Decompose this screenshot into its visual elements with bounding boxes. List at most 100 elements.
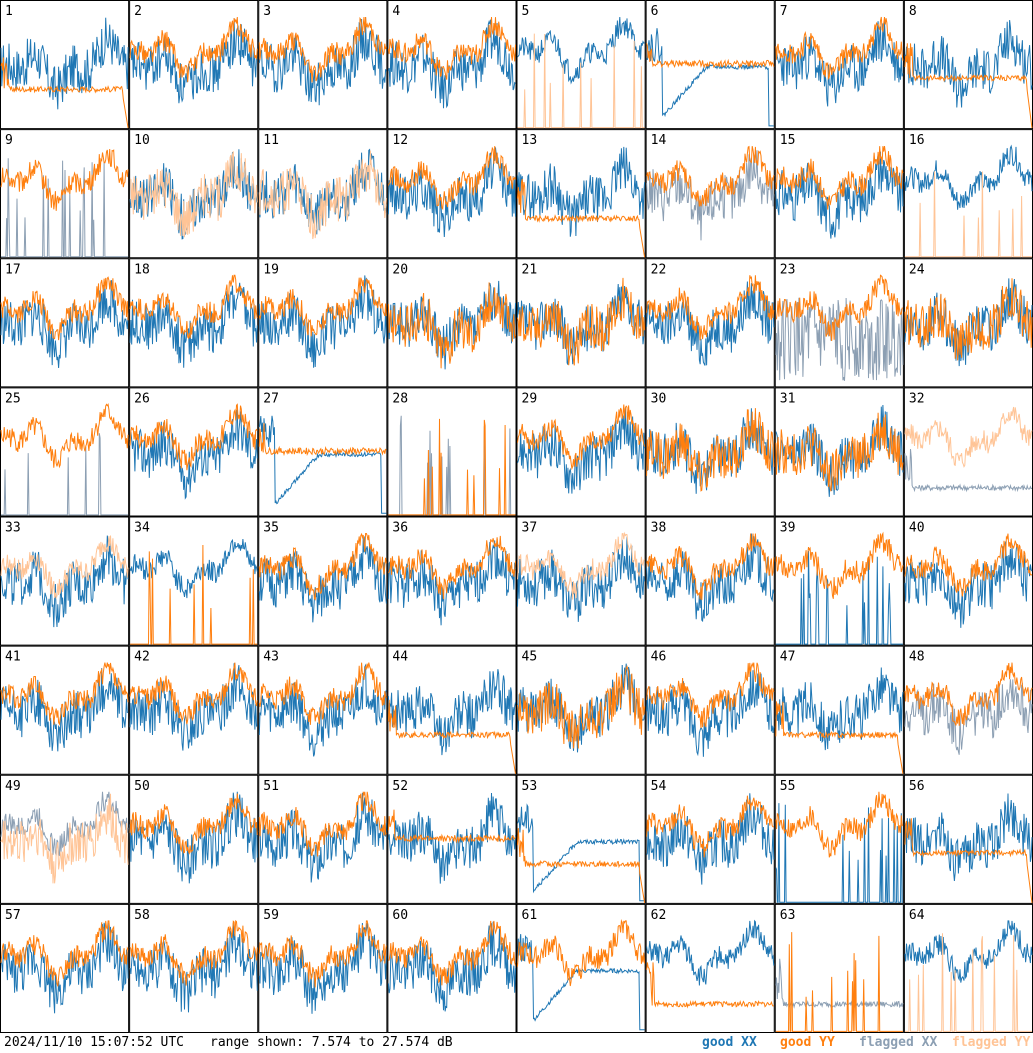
panel-5: 5 bbox=[516, 0, 646, 130]
series-yy-good bbox=[388, 535, 516, 600]
series-xx-flagged bbox=[904, 449, 1032, 493]
panel-59: 59 bbox=[258, 903, 388, 1033]
panel-label: 46 bbox=[651, 650, 667, 665]
panel-52: 52 bbox=[387, 774, 517, 904]
series-xx-good bbox=[775, 550, 903, 645]
series-yy-good bbox=[517, 277, 646, 366]
panel-label: 21 bbox=[522, 262, 538, 277]
series-yy-good bbox=[258, 423, 387, 457]
panel-label: 41 bbox=[5, 650, 21, 665]
panel-label: 11 bbox=[263, 133, 279, 148]
panel-25: 25 bbox=[0, 387, 130, 517]
panel-label: 29 bbox=[522, 391, 538, 406]
panel-label: 58 bbox=[134, 908, 150, 923]
panel-63: 63 bbox=[774, 903, 904, 1033]
series-yy-good bbox=[129, 403, 258, 471]
series-yy-good bbox=[517, 828, 646, 903]
panel-47: 47 bbox=[774, 645, 904, 775]
series-xx-good bbox=[775, 151, 904, 239]
panel-label: 26 bbox=[134, 391, 150, 406]
panel-label: 27 bbox=[263, 391, 279, 406]
series-yy-flagged bbox=[517, 33, 645, 129]
series-yy-good bbox=[0, 920, 129, 987]
panel-7: 7 bbox=[774, 0, 904, 130]
series-yy-good bbox=[775, 932, 903, 1032]
panel-17: 17 bbox=[0, 258, 130, 388]
panel-label: 51 bbox=[263, 779, 279, 794]
panel-label: 60 bbox=[392, 908, 408, 923]
legend-good-yy: good YY bbox=[780, 1035, 835, 1050]
series-yy-good bbox=[775, 701, 904, 774]
panel-51: 51 bbox=[258, 774, 388, 904]
panel-29: 29 bbox=[516, 387, 646, 517]
panel-50: 50 bbox=[129, 774, 259, 904]
series-xx-good bbox=[387, 792, 516, 884]
panel-label: 6 bbox=[651, 4, 659, 19]
series-xx-good bbox=[258, 17, 387, 106]
panel-label: 10 bbox=[134, 133, 150, 148]
series-xx-good bbox=[0, 17, 129, 110]
panel-40: 40 bbox=[903, 516, 1033, 646]
legend-flagged-yy: flagged YY bbox=[952, 1035, 1031, 1050]
series-xx-good bbox=[517, 536, 646, 622]
series-yy-good bbox=[646, 145, 775, 207]
panel-14: 14 bbox=[645, 129, 775, 259]
panel-label: 7 bbox=[780, 4, 788, 19]
series-xx-good bbox=[517, 663, 646, 753]
panel-frame bbox=[129, 774, 259, 904]
series-xx-good bbox=[0, 280, 129, 369]
panel-18: 18 bbox=[129, 258, 259, 388]
series-yy-good bbox=[129, 793, 258, 855]
series-xx-good bbox=[129, 18, 258, 104]
panel-31: 31 bbox=[774, 387, 904, 517]
panel-label: 4 bbox=[392, 4, 400, 19]
series-yy-flagged bbox=[129, 151, 258, 238]
series-yy-good bbox=[775, 791, 904, 858]
panel-frame bbox=[774, 645, 904, 775]
series-yy-good bbox=[646, 43, 775, 69]
series-yy-good bbox=[775, 412, 904, 492]
panel-label: 19 bbox=[263, 262, 279, 277]
panel-33: 33 bbox=[0, 516, 130, 646]
series-yy-good bbox=[258, 662, 387, 725]
series-yy-good bbox=[0, 402, 129, 469]
panel-26: 26 bbox=[129, 387, 259, 517]
series-xx-flagged bbox=[1, 433, 129, 516]
panel-label: 16 bbox=[909, 133, 925, 148]
series-xx-flagged bbox=[646, 150, 775, 241]
panel-label: 63 bbox=[780, 908, 796, 923]
series-yy-good bbox=[129, 274, 258, 340]
panel-41: 41 bbox=[0, 645, 130, 775]
panel-frame bbox=[774, 387, 904, 517]
panel-label: 17 bbox=[5, 262, 21, 277]
panel-45: 45 bbox=[516, 645, 646, 775]
series-yy-good bbox=[0, 57, 129, 129]
series-xx-good bbox=[646, 919, 775, 986]
panel-label: 15 bbox=[780, 133, 796, 148]
series-yy-good bbox=[904, 662, 1033, 726]
series-yy-good bbox=[387, 699, 516, 774]
panel-label: 45 bbox=[522, 650, 538, 665]
series-yy-good bbox=[388, 418, 516, 516]
panel-1: 1 bbox=[0, 0, 130, 130]
panel-34: 34 bbox=[129, 516, 259, 646]
series-yy-good bbox=[0, 276, 129, 341]
panel-label: 34 bbox=[134, 521, 150, 536]
panel-57: 57 bbox=[0, 903, 130, 1033]
series-xx-good bbox=[258, 415, 387, 514]
legend-good-xx: good XX bbox=[702, 1035, 757, 1050]
series-yy-good bbox=[646, 962, 774, 1009]
series-yy-good bbox=[387, 146, 516, 211]
panel-61: 61 bbox=[516, 903, 646, 1033]
panel-9: 9 bbox=[0, 129, 130, 259]
panel-frame bbox=[903, 129, 1033, 259]
panel-55: 55 bbox=[774, 774, 904, 904]
panel-35: 35 bbox=[258, 516, 388, 646]
panel-label: 43 bbox=[263, 650, 279, 665]
panel-label: 3 bbox=[263, 4, 271, 19]
series-xx-good bbox=[646, 667, 775, 757]
panel-28: 28 bbox=[387, 387, 517, 517]
series-xx-good bbox=[0, 922, 129, 1014]
series-yy-good bbox=[646, 662, 775, 729]
